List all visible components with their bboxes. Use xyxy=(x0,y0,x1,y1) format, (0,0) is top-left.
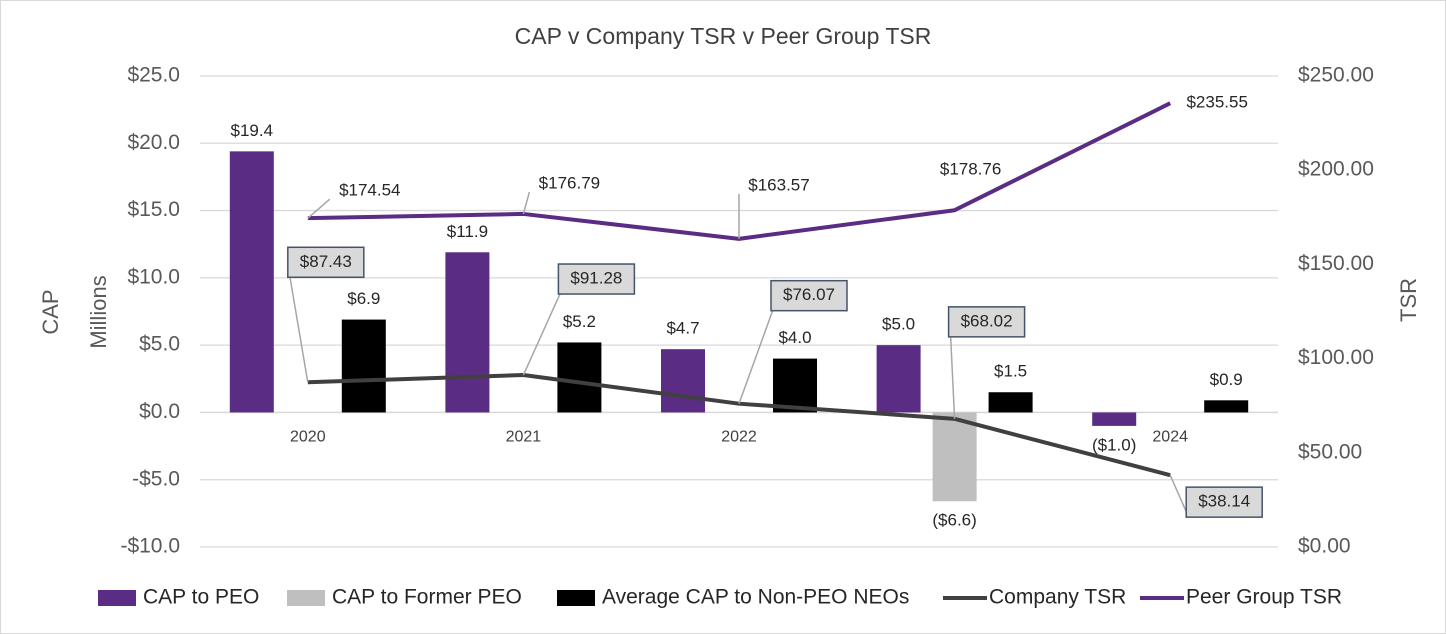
data-label: $68.02 xyxy=(961,311,1013,330)
bar xyxy=(341,319,386,413)
data-label: ($6.6) xyxy=(932,511,976,530)
bar xyxy=(932,412,977,502)
data-label: $38.14 xyxy=(1198,492,1250,511)
data-label: $4.0 xyxy=(778,328,811,347)
legend-swatch xyxy=(287,590,325,606)
y-unit-label: Millions xyxy=(86,275,111,348)
y-tick-label: $15.0 xyxy=(127,198,180,221)
x-tick-label: 2021 xyxy=(506,429,542,446)
data-label: $178.76 xyxy=(940,160,1001,179)
y2-tick-label: $250.00 xyxy=(1298,64,1374,87)
x-tick-label: 2020 xyxy=(290,429,326,446)
x-tick-label: 2024 xyxy=(1152,429,1188,446)
bar xyxy=(229,151,274,413)
label-box xyxy=(1185,486,1263,518)
data-label: $174.54 xyxy=(339,181,400,200)
leader-line xyxy=(289,276,309,383)
data-label: $163.57 xyxy=(748,175,809,194)
y-tick-label: $25.0 xyxy=(127,64,180,87)
label-box xyxy=(947,306,1026,338)
bar xyxy=(1204,400,1249,413)
data-label: $4.7 xyxy=(666,319,699,338)
data-label: ($1.0) xyxy=(1092,435,1136,454)
leader-line xyxy=(738,309,774,404)
data-label: $1.5 xyxy=(994,362,1027,381)
bar xyxy=(988,392,1033,413)
data-label: $0.9 xyxy=(1210,370,1243,389)
bar xyxy=(773,358,817,413)
label-box xyxy=(770,279,848,312)
y-axis-label: CAP xyxy=(38,289,63,334)
y-tick-label: $10.0 xyxy=(127,265,180,288)
x-tick-label: 2022 xyxy=(721,429,757,446)
y2-tick-label: $0.00 xyxy=(1298,535,1351,558)
legend-label: Peer Group TSR xyxy=(1186,586,1342,609)
chart-title: CAP v Company TSR v Peer Group TSR xyxy=(515,23,932,49)
leader-line xyxy=(522,191,531,215)
bar xyxy=(557,342,602,413)
data-label: $11.9 xyxy=(447,222,488,241)
legend-label: Company TSR xyxy=(989,586,1126,609)
bar xyxy=(661,349,705,413)
leader-line xyxy=(307,198,331,219)
leader-line xyxy=(522,292,562,376)
y2-axis-label: TSR xyxy=(1396,278,1421,322)
legend-label: CAP to Former PEO xyxy=(332,586,522,609)
y2-tick-label: $100.00 xyxy=(1298,346,1374,369)
data-label: $87.43 xyxy=(300,252,352,271)
legend-swatch xyxy=(98,590,136,606)
bar xyxy=(876,345,921,413)
data-label: $19.4 xyxy=(231,121,274,140)
y-tick-label: -$5.0 xyxy=(132,467,180,490)
y-tick-label: $20.0 xyxy=(127,131,180,154)
leader-line xyxy=(949,335,956,419)
legend-label: CAP to PEO xyxy=(143,586,259,609)
y-tick-label: $0.0 xyxy=(139,400,180,423)
bar xyxy=(1092,412,1137,426)
data-label: $91.28 xyxy=(570,269,622,288)
data-label: $5.2 xyxy=(563,312,596,331)
y2-tick-label: $200.00 xyxy=(1298,158,1374,181)
data-label: $176.79 xyxy=(539,173,600,192)
legend-label: Average CAP to Non-PEO NEOs xyxy=(602,586,909,609)
y-tick-label: $5.0 xyxy=(139,333,180,356)
label-box xyxy=(287,246,365,279)
data-label: $235.55 xyxy=(1186,93,1247,112)
label-box xyxy=(557,263,636,295)
bar xyxy=(445,252,490,413)
y2-tick-label: $50.00 xyxy=(1298,440,1362,463)
data-label: $5.0 xyxy=(882,315,915,334)
leader-line xyxy=(1169,474,1189,517)
data-label: $76.07 xyxy=(783,285,835,304)
y-tick-label: -$10.0 xyxy=(120,535,180,558)
legend-swatch xyxy=(557,590,595,606)
data-label: $6.9 xyxy=(347,289,380,308)
y2-tick-label: $150.00 xyxy=(1298,252,1374,275)
